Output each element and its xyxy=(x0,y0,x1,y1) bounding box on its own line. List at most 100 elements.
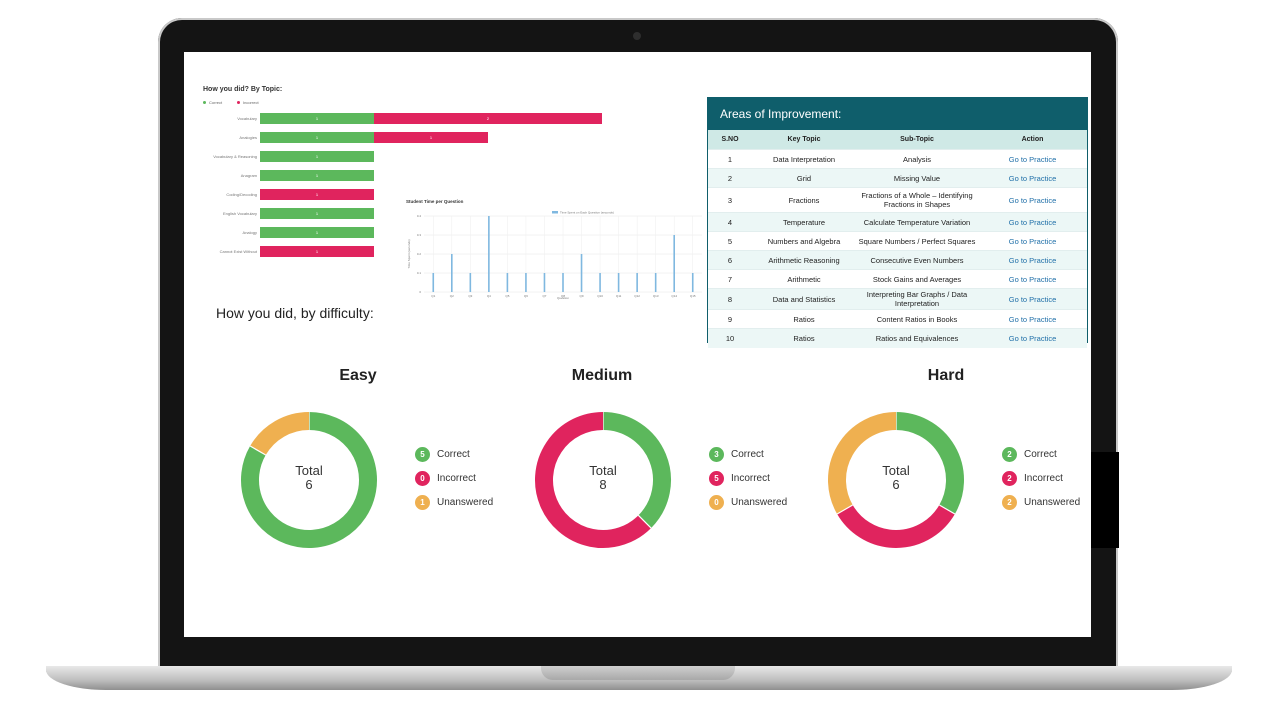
difficulty-title: How you did, by difficulty: xyxy=(216,305,374,321)
time-chart-title: Student Time per Question xyxy=(406,199,464,204)
table-row: 7 Arithmetic Stock Gains and Averages Go to… xyxy=(708,269,1087,289)
legend-row-unanswered: 0 Unanswered xyxy=(709,495,787,510)
legend-label: Time Spent on Each Question (seconds) xyxy=(560,211,614,215)
time-bar xyxy=(636,273,638,292)
go-to-practice-link[interactable]: Go to Practice xyxy=(978,187,1087,213)
cell-key-topic: Arithmetic Reasoning xyxy=(752,250,856,270)
cell-sub-topic: Interpreting Bar Graphs / Data Interpret… xyxy=(856,288,978,310)
legend-label: Unanswered xyxy=(1024,497,1081,508)
legend-label: Correct xyxy=(731,449,764,460)
total-label: Total xyxy=(295,463,323,478)
go-to-practice-link[interactable]: Go to Practice xyxy=(978,250,1087,270)
total-value: 8 xyxy=(599,477,607,492)
topic-label: Coding/Decoding xyxy=(226,192,257,197)
table-header-row: S.NO Key Topic Sub-Topic Action xyxy=(708,130,1087,150)
count-badge: 2 xyxy=(1002,447,1017,462)
camera-icon xyxy=(633,32,641,40)
topic-bar-correct: 1 xyxy=(260,113,374,124)
go-to-practice-link[interactable]: Go to Practice xyxy=(978,231,1087,251)
legend-row-incorrect: 5 Incorrect xyxy=(709,471,770,486)
count-badge: 3 xyxy=(709,447,724,462)
count-badge: 5 xyxy=(709,471,724,486)
cell-sno: 8 xyxy=(708,288,752,310)
x-tick-label: Q5 xyxy=(505,294,509,298)
legend-label: Incorrect xyxy=(437,473,476,484)
time-bar xyxy=(525,273,527,292)
x-tick-label: Q3 xyxy=(468,294,472,298)
cell-key-topic: Data Interpretation xyxy=(752,149,856,169)
legend-correct: Correct xyxy=(203,100,222,105)
donut-segment-incorrect xyxy=(837,504,955,548)
legend-label: Correct xyxy=(1024,449,1057,460)
go-to-practice-link[interactable]: Go to Practice xyxy=(978,328,1087,348)
y-tick-label: 0.2 xyxy=(417,252,422,256)
go-to-practice-link[interactable]: Go to Practice xyxy=(978,168,1087,188)
go-to-practice-link[interactable]: Go to Practice xyxy=(978,309,1087,329)
go-to-practice-link[interactable]: Go to Practice xyxy=(978,212,1087,232)
table-row: 8 Data and Statistics Interpreting Bar Gra… xyxy=(708,288,1087,310)
x-tick-label: Q15 xyxy=(690,294,696,298)
total-label: Total xyxy=(589,463,617,478)
legend-label: Incorrect xyxy=(731,473,770,484)
cell-key-topic: Ratios xyxy=(752,309,856,329)
topic-bar-correct: 1 xyxy=(260,227,374,238)
count-badge: 2 xyxy=(1002,471,1017,486)
topic-bar-correct: 1 xyxy=(260,208,374,219)
time-bar xyxy=(543,273,546,292)
go-to-practice-link[interactable]: Go to Practice xyxy=(978,269,1087,289)
x-tick-label: Q14 xyxy=(671,294,677,298)
table-row: 3 Fractions Fractions of a Whole – Identif… xyxy=(708,187,1087,213)
topic-bar-incorrect: 1 xyxy=(260,189,374,200)
total-value: 6 xyxy=(892,477,900,492)
header-sub-topic: Sub-Topic xyxy=(856,130,978,150)
table-row: 2 Grid Missing Value Go to Practice xyxy=(708,168,1087,188)
time-bar xyxy=(691,273,694,292)
areas-of-improvement-panel: Areas of Improvement: S.NO Key Topic Sub… xyxy=(707,97,1088,348)
donut-chart-medium xyxy=(535,412,671,548)
total-label: Total xyxy=(882,463,910,478)
x-tick-label: Q1 xyxy=(431,294,435,298)
cell-sub-topic: Content Ratios in Books xyxy=(856,309,978,329)
time-bar xyxy=(432,273,435,292)
legend-row-unanswered: 2 Unanswered xyxy=(1002,495,1080,510)
topic-bar-incorrect: 1 xyxy=(374,132,488,143)
go-to-practice-link[interactable]: Go to Practice xyxy=(978,288,1087,310)
y-tick-label: 0.3 xyxy=(417,233,422,237)
donut-chart-easy xyxy=(241,412,377,548)
legend-label: Unanswered xyxy=(731,497,788,508)
laptop-notch xyxy=(541,666,735,680)
x-tick-label: Q11 xyxy=(616,294,622,298)
topic-bar-correct: 1 xyxy=(260,151,374,162)
x-tick-label: Q6 xyxy=(524,294,528,298)
cell-sno: 9 xyxy=(708,309,752,329)
legend-row-correct: 3 Correct xyxy=(709,447,764,462)
count-badge: 0 xyxy=(709,495,724,510)
x-tick-label: Q8 xyxy=(561,294,565,298)
topic-label: Anagram xyxy=(240,173,257,178)
x-tick-label: Q7 xyxy=(542,294,546,298)
y-tick-label: 0.1 xyxy=(417,271,422,275)
legend-row-correct: 2 Correct xyxy=(1002,447,1057,462)
count-badge: 0 xyxy=(415,471,430,486)
topic-bar-correct: 1 xyxy=(260,132,374,143)
cell-sub-topic: Missing Value xyxy=(856,168,978,188)
improvement-table: S.NO Key Topic Sub-Topic Action 1 Data In… xyxy=(708,130,1087,348)
legend-label: Correct xyxy=(437,449,470,460)
donut-segment-unanswered xyxy=(828,412,897,514)
screen-edge xyxy=(1091,452,1119,548)
x-tick-label: Q12 xyxy=(634,294,640,298)
go-to-practice-link[interactable]: Go to Practice xyxy=(978,149,1087,169)
cell-key-topic: Numbers and Algebra xyxy=(752,231,856,251)
header-action: Action xyxy=(978,130,1087,150)
donut-title-hard: Hard xyxy=(927,367,965,384)
time-bar xyxy=(599,273,601,292)
legend-label: Unanswered xyxy=(437,497,494,508)
legend-swatch xyxy=(552,211,558,214)
legend-incorrect-swatch xyxy=(237,101,240,104)
donut-segment-incorrect xyxy=(535,412,652,548)
donut-chart-hard xyxy=(828,412,964,548)
cell-sno: 10 xyxy=(708,328,752,348)
cell-key-topic: Grid xyxy=(752,168,856,188)
x-tick-label: Q2 xyxy=(450,294,454,298)
donut-separator xyxy=(637,514,652,529)
